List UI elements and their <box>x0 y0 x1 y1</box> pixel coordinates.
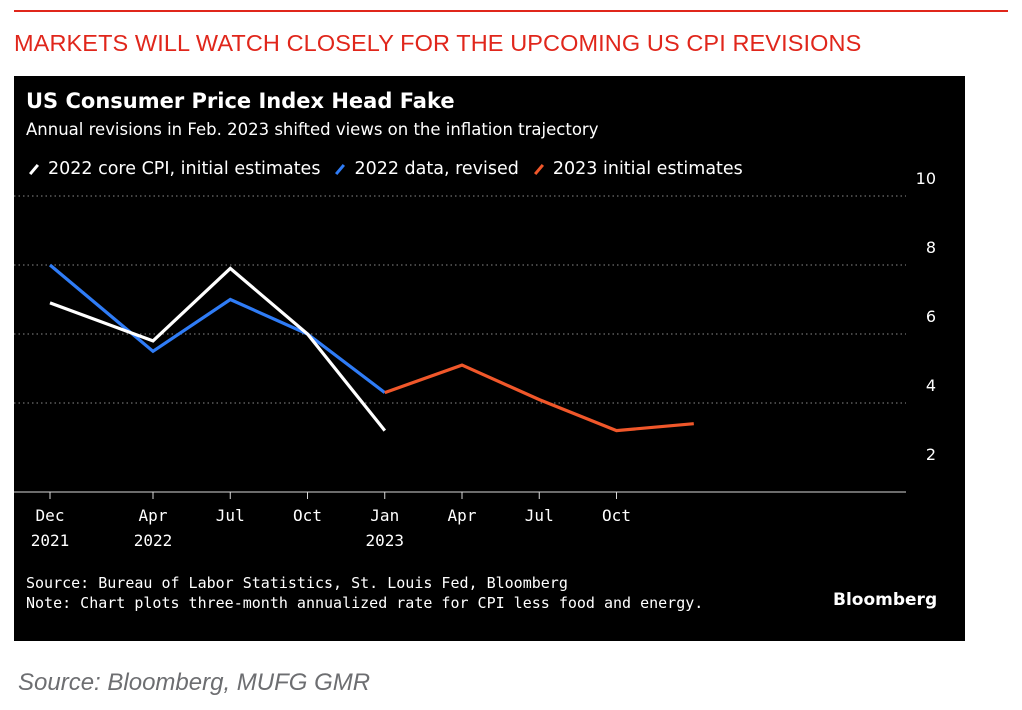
x-tick-label: Jul <box>216 506 245 525</box>
legend-item-2023: 2023 initial estimates <box>531 159 743 179</box>
y-tick-label: 6 <box>926 307 936 326</box>
x-tick-label: Dec <box>36 506 65 525</box>
chart-subtitle: Annual revisions in Feb. 2023 shifted vi… <box>26 120 599 139</box>
y-tick-label: 4 <box>926 376 936 395</box>
top-rule <box>14 10 1008 12</box>
figure-source: Source: Bloomberg, MUFG GMR <box>18 669 371 696</box>
legend: 2022 core CPI, initial estimates 2022 da… <box>26 158 755 180</box>
x-tick-label: Jan <box>370 506 399 525</box>
line-2022-initial <box>49 266 387 432</box>
plot-area: 2 4 6 8 10 Dec 2021 Apr 2022 Jul Oct Jan 2023 Apr Jul O… <box>14 169 936 550</box>
x-tick-label: Apr <box>139 506 168 525</box>
x-tick-year-label: 2023 <box>365 531 404 550</box>
x-tick-label: Oct <box>602 506 631 525</box>
line-2022-revised <box>48 263 386 394</box>
chart-panel: US Consumer Price Index Head Fake Annual… <box>14 76 965 641</box>
source-line: Source: Bureau of Labor Statistics, St. … <box>26 574 568 592</box>
legend-label-revised: 2022 data, revised <box>354 159 519 179</box>
source-note: Source: Bureau of Labor Statistics, St. … <box>26 573 703 613</box>
x-tick-year-label: 2021 <box>31 531 70 550</box>
y-tick-label: 8 <box>926 238 936 257</box>
line-2023-initial <box>384 363 694 433</box>
bloomberg-logo: Bloomberg <box>833 590 938 610</box>
note-line: Note: Chart plots three-month annualized… <box>26 594 704 612</box>
chart-title: US Consumer Price Index Head Fake <box>26 89 455 113</box>
legend-item-initial: 2022 core CPI, initial estimates <box>26 159 320 179</box>
legend-label-initial: 2022 core CPI, initial estimates <box>48 159 321 179</box>
x-tick-label: Oct <box>293 506 322 525</box>
y-tick-label: 2 <box>926 445 936 464</box>
legend-label-2023: 2023 initial estimates <box>552 159 743 179</box>
headline: MARKETS WILL WATCH CLOSELY FOR THE UPCOM… <box>14 30 862 56</box>
x-tick-year-label: 2022 <box>134 531 173 550</box>
legend-item-revised: 2022 data, revised <box>332 159 519 179</box>
x-tick-label: Apr <box>448 506 477 525</box>
y-tick-label: 10 <box>916 169 936 188</box>
x-tick-label: Jul <box>525 506 554 525</box>
